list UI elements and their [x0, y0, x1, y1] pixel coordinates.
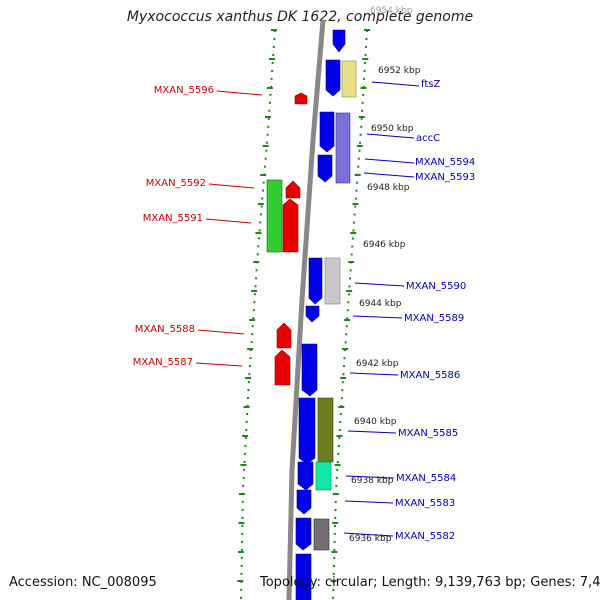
gene-label-mxan-5594: MXAN_5594	[415, 157, 475, 168]
ruler-label: 6944 kbp	[359, 299, 402, 309]
ruler-labels: 6954 kbp 6952 kbp 6950 kbp 6948 kbp 6946…	[349, 6, 421, 544]
gene-label-mxan-5584: MXAN_5584	[396, 473, 456, 484]
feature-block-yellow	[341, 60, 357, 98]
gene-label-mxan-5587: MXAN_5587	[133, 357, 193, 368]
reverse-feature-blocks	[266, 179, 283, 253]
cds-feature-blocks	[313, 60, 357, 551]
forward-gene	[298, 397, 316, 465]
gene-label-mxan-5592: MXAN_5592	[146, 178, 206, 189]
gene-label-mxan-5596: MXAN_5596	[154, 85, 214, 96]
ruler-label: 6948 kbp	[367, 183, 410, 193]
ruler-label: 6940 kbp	[354, 417, 397, 427]
ruler-ticks-right	[330, 29, 370, 582]
gene-label-mxan-5593: MXAN_5593	[415, 172, 475, 183]
reverse-gene	[282, 198, 299, 253]
gene-label-mxan-5590: MXAN_5590	[406, 281, 466, 292]
ruler-track-left	[240, 29, 276, 600]
gene-label-mxan-5582: MXAN_5582	[395, 531, 455, 542]
gene-label-ftsz: ftsZ	[421, 79, 440, 90]
gene-labels-left: MXAN_5596 MXAN_5592 MXAN_5591 MXAN_5588 …	[133, 85, 214, 368]
ruler-label: 6946 kbp	[363, 240, 406, 250]
map-title: Myxococcus xanthus DK 1622, complete gen…	[126, 9, 474, 25]
forward-gene	[325, 59, 341, 97]
gene-label-mxan-5586: MXAN_5586	[400, 370, 460, 381]
ruler-label: 6954 kbp	[370, 6, 413, 16]
leader-lines-left	[195, 90, 263, 367]
feature-block-gray	[324, 257, 341, 305]
forward-gene	[317, 154, 333, 183]
ruler-label: 6950 kbp	[371, 124, 414, 134]
reverse-strand-genes	[274, 92, 308, 386]
forward-strand-genes	[295, 29, 346, 600]
gene-label-mxan-5583: MXAN_5583	[395, 498, 455, 509]
forward-gene	[305, 305, 320, 323]
forward-gene	[308, 257, 323, 305]
feature-block-green	[266, 179, 283, 253]
gene-label-mxan-5585: MXAN_5585	[398, 428, 458, 439]
reverse-gene	[276, 322, 292, 349]
genome-backbone	[286, 19, 326, 600]
accession-text: Accession: NC_008095	[9, 575, 157, 590]
reverse-gene	[294, 92, 308, 105]
ruler-label: 6938 kbp	[351, 476, 394, 486]
feature-block-darkgray	[313, 518, 330, 551]
ruler-label: 6952 kbp	[378, 66, 421, 76]
feature-block-cyan	[315, 461, 332, 491]
forward-gene	[296, 489, 312, 515]
gene-labels-right: ftsZ accC MXAN_5594 MXAN_5593 MXAN_5590 …	[395, 79, 475, 542]
forward-gene	[295, 517, 312, 551]
feature-block-slate	[335, 112, 351, 184]
forward-gene	[301, 343, 318, 397]
ruler-label: 6936 kbp	[349, 534, 392, 544]
ruler-label: 6942 kbp	[356, 359, 399, 369]
forward-gene	[297, 461, 314, 491]
reverse-gene	[285, 180, 301, 199]
gene-label-mxan-5588: MXAN_5588	[135, 324, 195, 335]
gene-label-mxan-5589: MXAN_5589	[404, 313, 464, 324]
feature-block-olive	[317, 397, 334, 463]
gene-label-accc: accC	[416, 133, 440, 144]
ruler-ticks-left	[237, 29, 277, 582]
forward-gene	[295, 553, 312, 600]
leader-lines-right	[343, 81, 420, 537]
forward-gene	[332, 29, 346, 53]
gene-label-mxan-5591: MXAN_5591	[143, 213, 203, 224]
forward-gene	[319, 111, 335, 153]
genome-stats-text: Topology: circular; Length: 9,139,763 bp…	[260, 575, 600, 590]
reverse-gene	[274, 349, 291, 386]
